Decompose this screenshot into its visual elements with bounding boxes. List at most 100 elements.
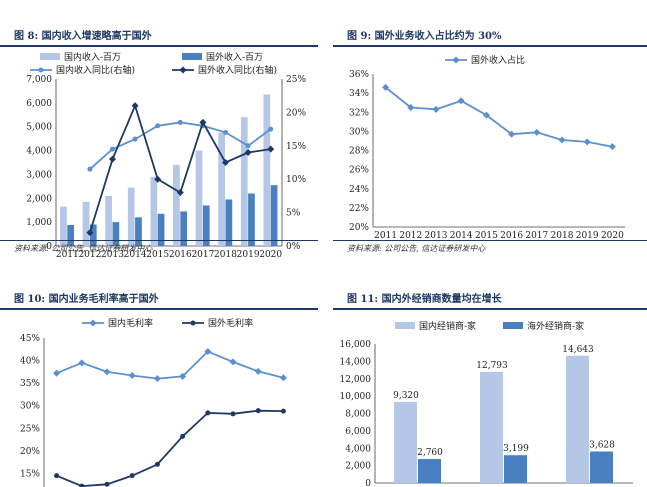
- data-point: [155, 123, 161, 129]
- data-point: [255, 408, 261, 414]
- data-point: [268, 126, 274, 132]
- x-tick-label: 2015: [475, 231, 498, 241]
- y-tick-label: 4,000: [26, 147, 52, 157]
- chart-source: 资料来源: 公司公告, 信达证券研发中心: [347, 244, 486, 253]
- bar: [89, 224, 97, 246]
- legend-marker: [452, 56, 460, 64]
- data-point: [254, 367, 262, 375]
- bar: [248, 193, 255, 246]
- data-point: [79, 483, 85, 487]
- data-point: [110, 146, 115, 152]
- x-tick-label: 2020: [259, 250, 282, 259]
- data-point: [177, 119, 183, 125]
- chart-panel-overseas-share: 图 9: 国外业务收入占比约为 30% 20% 22% 24% 26% 28% 30% 32…: [333, 27, 647, 262]
- data-label: 9,320: [393, 391, 419, 401]
- bar: [218, 132, 225, 246]
- bar: [566, 355, 589, 483]
- y-tick-label: 6,000: [26, 99, 52, 109]
- y-tick-label: 35%: [20, 379, 40, 389]
- y-tick-label: 15%: [20, 469, 40, 479]
- bar: [504, 455, 527, 483]
- series-line: [56, 350, 284, 380]
- data-point: [432, 105, 440, 113]
- y2-tick-label: 25%: [286, 75, 306, 85]
- bar: [263, 94, 271, 246]
- y2-tick-label: 15%: [286, 142, 306, 152]
- y-tick-label: 4,000: [345, 444, 371, 454]
- x-tick-label: 2016: [500, 231, 523, 241]
- x-tick-label: 2014: [124, 250, 147, 259]
- bar: [270, 185, 278, 246]
- legend-label: 国内毛利率: [108, 317, 153, 329]
- bar: [135, 217, 142, 246]
- data-point: [104, 481, 110, 487]
- legend-label: 国内经销商-家: [419, 320, 476, 332]
- data-point: [457, 97, 465, 105]
- bar: [394, 402, 417, 483]
- y-tick-label: 30%: [20, 402, 40, 412]
- legend-swatch: [182, 53, 202, 60]
- data-point: [129, 473, 135, 479]
- bar: [180, 211, 188, 246]
- series-line: [385, 86, 613, 148]
- data-point: [199, 118, 207, 126]
- y-tick-label: 14,000: [340, 357, 372, 367]
- chart-title: 图 11: 国内外经销商数量均在增长: [333, 290, 647, 310]
- y-tick-label: 36%: [349, 70, 369, 80]
- bar: [202, 205, 210, 246]
- x-tick-label: 2012: [78, 250, 101, 259]
- chart-panel-distributors: 图 11: 国内外经销商数量均在增长 0 2,000 4,000 6,000 8,000…: [333, 290, 647, 487]
- data-point: [279, 374, 287, 382]
- legend-label: 国外收入-百万: [206, 51, 263, 63]
- bar: [67, 225, 75, 246]
- bar: [173, 164, 180, 246]
- data-point: [128, 371, 136, 379]
- data-point: [132, 136, 138, 142]
- legend-marker: [179, 66, 187, 74]
- data-point: [179, 372, 187, 380]
- x-tick-label: 2011: [56, 250, 79, 259]
- data-point: [229, 358, 237, 366]
- data-point: [87, 166, 93, 172]
- y-tick-label: 7,000: [26, 75, 52, 85]
- bar: [418, 459, 441, 483]
- legend-label: 国内收入-百万: [64, 51, 121, 63]
- data-point: [280, 408, 286, 414]
- y-tick-label: 28%: [349, 147, 369, 157]
- data-point: [109, 155, 116, 163]
- y-tick-label: 0: [365, 479, 371, 487]
- x-tick-label: 2014: [450, 231, 473, 241]
- x-tick-label: 2012: [399, 231, 422, 241]
- y-tick-label: 34%: [349, 89, 369, 99]
- y-tick-label: 2,000: [345, 462, 371, 472]
- legend-label: 国外收入占比: [471, 54, 525, 66]
- legend-swatch: [503, 322, 523, 329]
- data-point: [78, 359, 86, 367]
- x-tick-label: 2017: [191, 250, 214, 259]
- chart-panel-gross-margin: 图 10: 国内业务毛利率高于国外 15% 20% 25% 30% 35% 40% 45% 国…: [0, 290, 318, 487]
- data-point: [154, 175, 162, 183]
- bar: [480, 371, 503, 483]
- data-point: [245, 143, 251, 149]
- data-point: [267, 145, 275, 153]
- legend-label: 国内收入同比(右轴): [56, 64, 135, 76]
- y-tick-label: 8,000: [345, 410, 371, 420]
- data-point: [533, 128, 541, 136]
- data-label: 12,793: [476, 361, 508, 371]
- y-tick-label: 20%: [349, 223, 369, 233]
- data-point: [205, 410, 211, 416]
- y-tick-label: 22%: [349, 204, 369, 214]
- data-label: 14,643: [562, 345, 594, 355]
- x-tick-label: 2019: [576, 231, 599, 241]
- y-tick-label: 40%: [20, 357, 40, 367]
- data-point: [204, 348, 212, 356]
- bar: [225, 199, 233, 246]
- y-tick-label: 25%: [20, 424, 40, 434]
- data-label: 2,760: [417, 448, 443, 458]
- distributors-chart: 0 2,000 4,000 6,000 8,000 10,000 12,000 14,000 1…: [340, 320, 633, 487]
- legend-marker: [190, 320, 196, 326]
- bar: [112, 222, 120, 246]
- data-point: [103, 368, 111, 376]
- legend-label: 海外经销商-家: [527, 320, 584, 332]
- y-tick-label: 20%: [20, 447, 40, 457]
